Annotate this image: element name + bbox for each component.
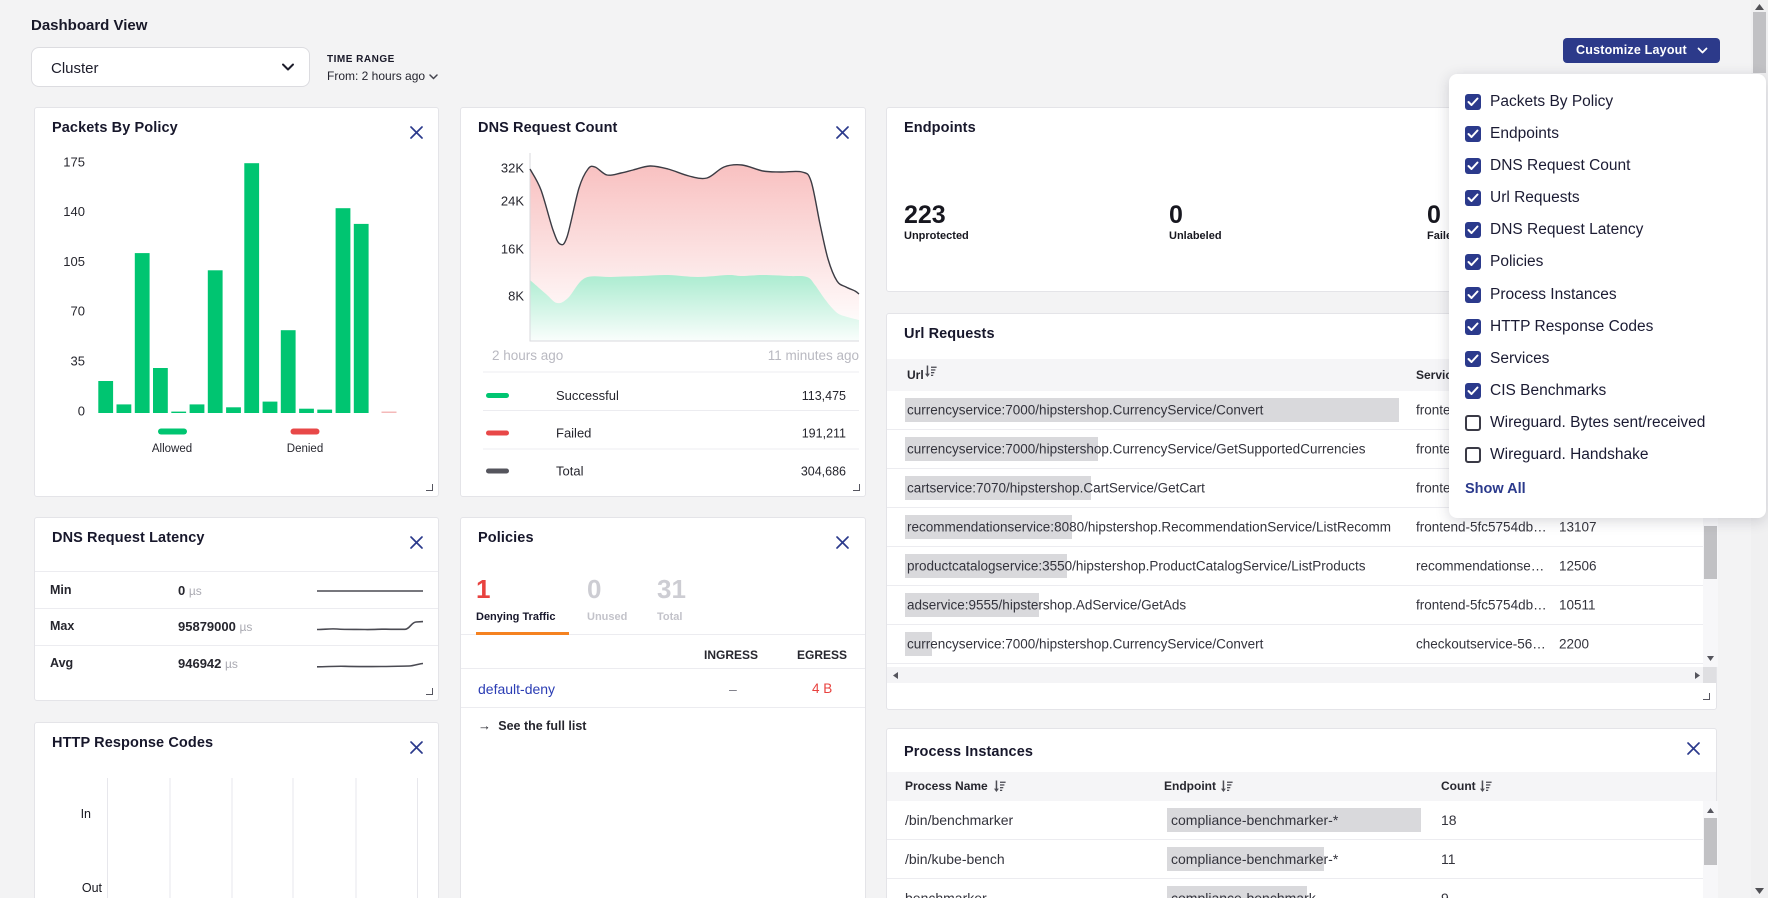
svg-text:191,211: 191,211 — [802, 427, 846, 441]
svg-text:32K: 32K — [501, 161, 524, 176]
svg-text:Out: Out — [82, 881, 103, 895]
svg-text:In: In — [81, 807, 91, 821]
svg-text:Denied: Denied — [287, 443, 323, 455]
svg-text:175: 175 — [63, 154, 85, 169]
svg-text:304,686: 304,686 — [801, 465, 846, 479]
svg-text:70: 70 — [71, 304, 85, 319]
svg-text:11 minutes ago: 11 minutes ago — [768, 348, 859, 363]
svg-text:140: 140 — [63, 204, 85, 219]
svg-text:2 hours ago: 2 hours ago — [492, 348, 563, 363]
svg-text:24K: 24K — [501, 194, 524, 209]
svg-text:35: 35 — [71, 354, 85, 369]
svg-text:Successful: Successful — [556, 388, 619, 403]
svg-text:8K: 8K — [508, 289, 524, 304]
svg-text:113,475: 113,475 — [802, 389, 846, 403]
svg-text:16K: 16K — [501, 242, 524, 257]
svg-text:0: 0 — [78, 403, 85, 418]
svg-text:Allowed: Allowed — [152, 443, 192, 455]
svg-text:105: 105 — [63, 254, 85, 269]
svg-text:Total: Total — [556, 464, 584, 479]
svg-text:Failed: Failed — [556, 426, 591, 441]
